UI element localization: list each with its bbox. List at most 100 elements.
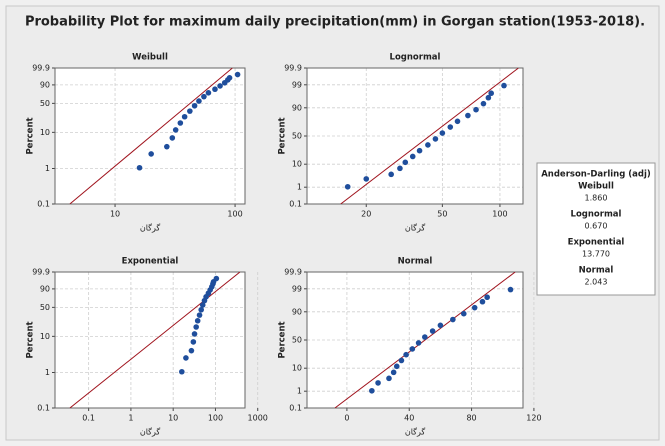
point xyxy=(172,127,179,133)
point xyxy=(196,98,202,104)
y-tick-label: 99 xyxy=(292,80,302,89)
ad-value: 1.860 xyxy=(585,194,608,203)
point xyxy=(212,86,218,93)
point xyxy=(375,380,381,386)
y-tick-label: 50 xyxy=(292,336,302,345)
point xyxy=(191,102,198,109)
x-tick-label: 40 xyxy=(404,414,414,423)
y-tick-label: 1 xyxy=(297,183,302,192)
ad-name: Weibull xyxy=(578,182,614,192)
plot-border xyxy=(54,67,246,205)
point xyxy=(485,94,492,101)
x-tick-label: 50 xyxy=(437,210,447,219)
ad-name: Exponential xyxy=(568,238,625,248)
fit-line xyxy=(69,272,241,408)
point xyxy=(409,153,416,160)
point xyxy=(226,75,233,81)
point xyxy=(369,387,375,394)
x-axis-label: گرگان xyxy=(405,427,426,437)
y-tick-label: 10 xyxy=(292,364,302,373)
x-tick-label: 80 xyxy=(466,414,476,423)
y-tick-label: 10 xyxy=(40,128,50,137)
point xyxy=(169,135,176,141)
x-tick-label: 0 xyxy=(344,414,349,423)
fit-line xyxy=(340,68,519,204)
point xyxy=(507,286,514,293)
y-tick-label: 99 xyxy=(292,284,302,293)
point xyxy=(393,363,400,370)
point xyxy=(183,355,189,361)
point xyxy=(403,351,409,358)
y-axis-label: Percent xyxy=(278,117,288,154)
y-tick-label: 50 xyxy=(40,99,50,108)
panel-title: Normal xyxy=(398,257,433,267)
x-tick-label: 120 xyxy=(526,414,541,423)
ad-box xyxy=(536,162,656,296)
point xyxy=(196,312,203,318)
y-tick-label: 50 xyxy=(292,132,302,141)
y-tick-label: 1 xyxy=(297,387,302,396)
point xyxy=(164,143,170,150)
point xyxy=(432,136,439,142)
ad-name: Normal xyxy=(579,266,614,276)
point xyxy=(416,147,423,154)
point xyxy=(234,71,241,78)
point xyxy=(179,368,185,375)
ad-heading: Anderson-Darling (adj) xyxy=(541,170,651,180)
point xyxy=(471,304,478,311)
point xyxy=(198,306,204,313)
plot-border xyxy=(306,67,524,205)
x-axis-label: گرگان xyxy=(405,223,426,233)
point xyxy=(363,176,370,182)
x-tick-label: 1000 xyxy=(248,414,268,423)
point xyxy=(148,151,154,157)
point xyxy=(193,324,199,330)
point xyxy=(388,171,394,178)
point xyxy=(397,165,403,172)
panel-title: Exponential xyxy=(122,257,179,267)
x-tick-label: 100 xyxy=(492,210,507,219)
point xyxy=(439,130,446,136)
ad-value: 13.770 xyxy=(582,250,610,259)
y-tick-label: 90 xyxy=(40,80,50,89)
plot-border xyxy=(306,271,524,409)
chart-title: Probability Plot for maximum daily preci… xyxy=(25,15,645,30)
point xyxy=(191,331,198,337)
fit-line xyxy=(69,68,233,204)
x-tick-label: 1 xyxy=(128,414,133,423)
y-tick-label: 10 xyxy=(40,332,50,341)
plot-area xyxy=(55,272,245,408)
point xyxy=(501,82,507,89)
point xyxy=(447,124,454,130)
y-tick-label: 50 xyxy=(40,303,50,312)
ad-value: 2.043 xyxy=(585,278,608,287)
y-tick-label: 1 xyxy=(45,164,50,173)
y-tick-label: 99.9 xyxy=(32,268,50,277)
y-axis-label: Percent xyxy=(26,321,36,358)
point xyxy=(390,369,397,376)
point xyxy=(190,339,197,345)
point xyxy=(473,106,479,113)
point xyxy=(429,328,436,334)
point xyxy=(188,347,195,354)
y-tick-label: 0.1 xyxy=(37,200,50,209)
point xyxy=(136,164,143,171)
point xyxy=(402,159,409,166)
point xyxy=(479,298,486,305)
x-axis-label: گرگان xyxy=(140,223,161,233)
point xyxy=(465,112,471,119)
y-tick-label: 99.9 xyxy=(32,64,50,73)
x-tick-label: 20 xyxy=(361,210,371,219)
x-tick-label: 100 xyxy=(208,414,223,423)
point xyxy=(205,89,212,96)
x-tick-label: 10 xyxy=(168,414,178,423)
fit-line xyxy=(334,272,516,408)
point xyxy=(454,118,461,125)
y-tick-label: 90 xyxy=(292,307,302,316)
y-tick-label: 0.1 xyxy=(289,200,302,209)
ad-value: 0.670 xyxy=(585,222,608,231)
x-tick-label: 10 xyxy=(110,210,120,219)
y-axis-label: Percent xyxy=(278,321,288,358)
point xyxy=(422,334,428,340)
